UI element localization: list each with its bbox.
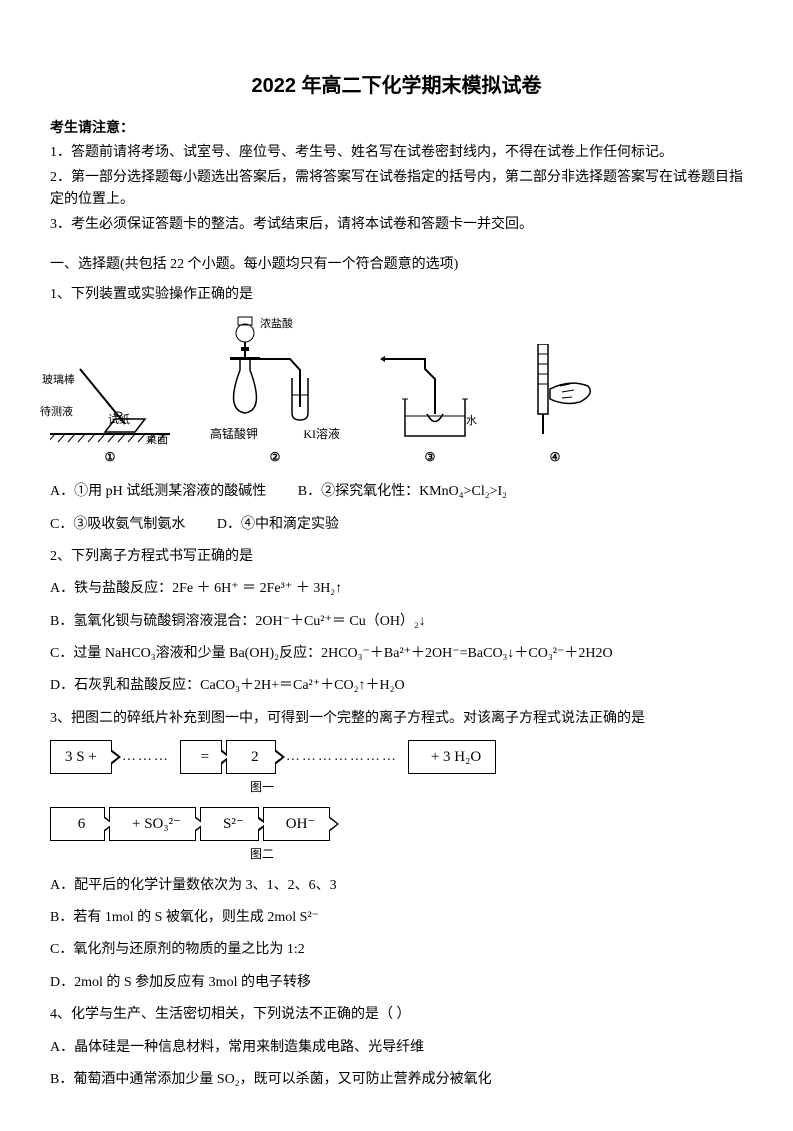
- q1-B: B．②探究氧化性：KMnO₄>Cl₂>I₂: [298, 481, 507, 503]
- diagram-3-num: ③: [425, 448, 436, 467]
- q1-A: A．①用 pH 试纸测某溶液的酸碱性: [50, 481, 266, 503]
- q3-stem: 3、把图二的碎纸片补充到图一中，可得到一个完整的离子方程式。对该离子方程式说法正…: [50, 708, 743, 730]
- q3-C: C．氧化剂与还原剂的物质的量之比为 1:2: [50, 939, 743, 961]
- q2-A: A．铁与盐酸反应：2Fe ＋ 6H⁺ ＝ 2Fe³⁺ ＋ 3H₂↑: [50, 578, 743, 600]
- q1-C: C．③吸收氨气制氨水: [50, 514, 185, 536]
- q4-A: A．晶体硅是一种信息材料，常用来制造集成电路、光导纤维: [50, 1037, 743, 1059]
- section-1-head: 一、选择题(共包括 22 个小题。每小题均只有一个符合题意的选项): [50, 254, 743, 276]
- label-hcl-svg: 浓盐酸: [260, 316, 293, 330]
- label-paper: 试纸: [108, 412, 130, 430]
- piece-3h2o: + 3 H₂O: [408, 740, 496, 774]
- piece-so3: + SO₃²⁻: [109, 807, 196, 841]
- piece-2: 2: [226, 740, 276, 774]
- q2-C: C．过量 NaHCO₃溶液和少量 Ba(OH)₂反应：2HCO₃⁻＋Ba²⁺＋2…: [50, 643, 743, 665]
- q1-opt-row2: C．③吸收氨气制氨水 D．④中和滴定实验: [50, 514, 743, 536]
- diagram-4: ④: [510, 344, 600, 467]
- notice-line-1: 1．答题前请将考场、试室号、座位号、考生号、姓名写在试卷密封线内，不得在试卷上作…: [50, 142, 743, 164]
- label-glass-rod: 玻璃棒: [42, 372, 75, 390]
- q2-B: B．氢氧化钡与硫酸铜溶液混合：2OH⁻＋Cu²⁺＝ Cu（OH）₂↓: [50, 611, 743, 633]
- dots-2: …………………: [280, 746, 404, 768]
- diagram-2: 浓盐酸 高锰酸钾 KI溶液 ②: [200, 315, 350, 467]
- label-desk: 桌面: [146, 432, 168, 450]
- diagram-2-num: ②: [270, 448, 281, 467]
- q3-row2: 6 + SO₃²⁻ S²⁻ OH⁻: [50, 807, 743, 841]
- svg-text:水: 水: [466, 414, 477, 427]
- diagram-3-svg: 水: [380, 354, 480, 444]
- label-kmno4: 高锰酸钾: [210, 425, 258, 444]
- piece-6: 6: [50, 807, 105, 841]
- q3-row1: 3 S + ……… = 2 ………………… + 3 H₂O: [50, 740, 743, 774]
- piece-s2: S²⁻: [200, 807, 259, 841]
- diagram-2-svg: 浓盐酸: [200, 315, 350, 425]
- diagram-4-num: ④: [550, 448, 561, 467]
- label-ki: KI溶液: [303, 425, 340, 444]
- diagram-3: 水 ③: [380, 354, 480, 467]
- piece-oh: OH⁻: [263, 807, 331, 841]
- diagram-4-svg: [510, 344, 600, 444]
- piece-3s: 3 S +: [50, 740, 112, 774]
- dots-1: ………: [116, 746, 176, 768]
- piece-eq: =: [180, 740, 222, 774]
- notice-head: 考生请注意：: [50, 118, 743, 140]
- label-test-liquid: 待测液: [40, 404, 73, 422]
- q1-opt-row1: A．①用 pH 试纸测某溶液的酸碱性 B．②探究氧化性：KMnO₄>Cl₂>I₂: [50, 481, 743, 503]
- page-title: 2022 年高二下化学期末模拟试卷: [50, 70, 743, 102]
- q1-diagram-block: 玻璃棒 待测液 试纸 桌面 ① 浓盐酸 高锰酸钾 KI溶液: [50, 315, 743, 467]
- fig1-label: 图一: [250, 778, 743, 797]
- notice-line-2: 2．第一部分选择题每小题选出答案后，需将答案写在试卷指定的括号内，第二部分非选择…: [50, 167, 743, 212]
- q1-stem: 1、下列装置或实验操作正确的是: [50, 284, 743, 306]
- q2-stem: 2、下列离子方程式书写正确的是: [50, 546, 743, 568]
- q3-A: A．配平后的化学计量数依次为 3、1、2、6、3: [50, 875, 743, 897]
- diagram-1-num: ①: [105, 448, 116, 467]
- q4-B: B．葡萄酒中通常添加少量 SO₂，既可以杀菌，又可防止营养成分被氧化: [50, 1069, 743, 1091]
- diagram-1: 玻璃棒 待测液 试纸 桌面 ①: [50, 364, 170, 467]
- q3-B: B．若有 1mol 的 S 被氧化，则生成 2mol S²⁻: [50, 907, 743, 929]
- q1-D: D．④中和滴定实验: [217, 514, 339, 536]
- notice-line-3: 3．考生必须保证答题卡的整洁。考试结束后，请将本试卷和答题卡一并交回。: [50, 214, 743, 236]
- q4-stem: 4、化学与生产、生活密切相关，下列说法不正确的是（ ）: [50, 1004, 743, 1026]
- fig2-label: 图二: [250, 845, 743, 864]
- q2-D: D．石灰乳和盐酸反应：CaCO₃＋2H+＝Ca²⁺＋CO₂↑＋H₂O: [50, 675, 743, 697]
- q3-D: D．2mol 的 S 参加反应有 3mol 的电子转移: [50, 972, 743, 994]
